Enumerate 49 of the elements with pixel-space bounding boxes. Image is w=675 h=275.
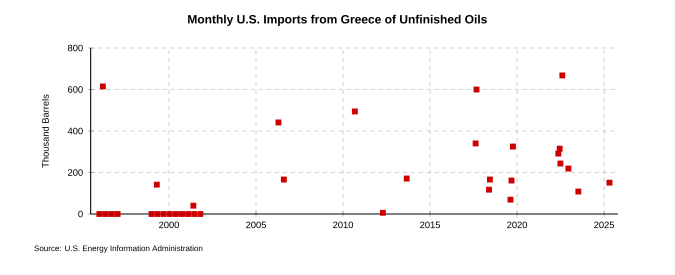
point [508,178,514,184]
point [154,211,161,217]
x-tick-label: 2005 [246,222,266,228]
y-tick-label: 600 [68,86,83,93]
point [100,83,106,90]
point [508,196,514,203]
point [102,211,108,217]
point [154,182,160,188]
point [404,176,410,182]
x-tick-label: 2000 [159,222,180,228]
point [510,144,516,150]
point [173,211,179,217]
point [276,120,282,126]
point [556,146,563,152]
x-tick-label: 2025 [594,222,614,228]
y-axis-title: Thousand Barrels [42,94,49,168]
point [352,108,358,114]
point [472,140,479,146]
point [575,188,582,195]
point [96,211,102,217]
point [557,160,564,167]
point [108,211,114,217]
point [114,211,121,217]
point [486,186,492,193]
point [179,211,185,217]
point [190,202,196,209]
x-tick-label: 2015 [420,222,440,228]
point [185,211,192,217]
point [474,86,480,92]
point [565,166,572,172]
point [280,176,287,182]
point [191,211,198,217]
point [555,150,562,157]
point [380,210,386,216]
point [197,211,204,217]
point [148,211,155,217]
point [486,176,493,182]
y-tick-label: 0 [78,210,83,218]
point [166,211,173,217]
point [559,72,566,78]
y-tick-label: 400 [68,128,83,134]
point [606,180,612,186]
chart-title: Monthly U.S. Imports from Greece of Unfinished Oils [188,14,487,26]
point [160,211,167,217]
x-tick-label: 2020 [507,222,528,228]
y-tick-label: 800 [68,44,83,52]
y-tick-label: 200 [68,169,83,176]
x-tick-label: 2010 [333,222,354,228]
source-note: Source: U.S. Energy Information Administration [34,245,202,253]
